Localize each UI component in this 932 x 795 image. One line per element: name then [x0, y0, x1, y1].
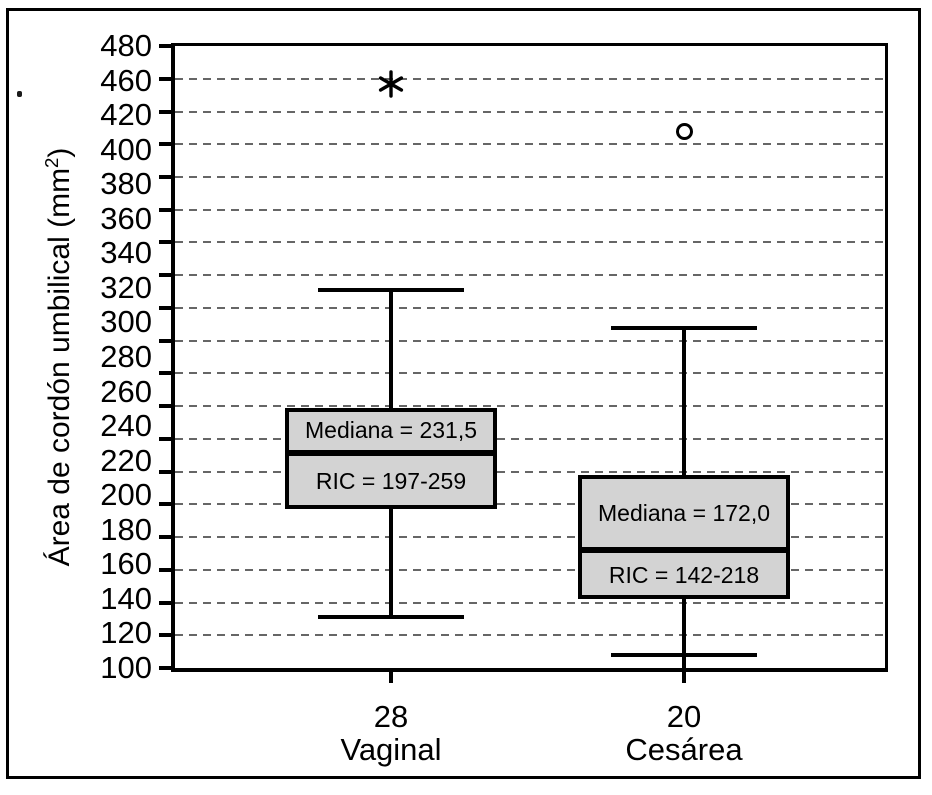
y-axis-tick-label: 260: [100, 373, 152, 409]
x-category-label-cesarea: Cesárea: [625, 732, 743, 767]
y-axis-tick-label: 400: [100, 131, 152, 167]
y-axis-tick-label: 200: [100, 477, 152, 513]
y-gridline: [175, 470, 885, 473]
whisker-upper-cap-vaginal: [318, 287, 464, 292]
x-axis-tick-vaginal: [389, 670, 393, 683]
y-axis-tick-label: 380: [100, 166, 152, 202]
x-axis-tick-cesarea: [682, 670, 686, 683]
y-axis-tick: [159, 371, 175, 376]
y-axis-title-close-paren: ): [43, 147, 76, 158]
y-axis-title-superscript: 2: [41, 157, 62, 168]
outlier-circle-icon: [675, 122, 693, 140]
y-axis-tick: [159, 273, 175, 278]
y-gridline: [175, 306, 885, 309]
y-axis-tick: [159, 436, 175, 441]
y-gridline: [175, 568, 885, 571]
whisker-upper-line-cesarea: [682, 327, 686, 475]
y-gridline: [175, 437, 885, 440]
y-axis-tick: [159, 535, 175, 540]
iqr-box-vaginal: [285, 407, 497, 510]
x-category-label-vaginal: Vaginal: [340, 732, 442, 767]
median-value-label-vaginal: Mediana = 231,5: [305, 417, 477, 444]
y-gridline: [175, 536, 885, 539]
y-axis-tick: [159, 305, 175, 310]
y-gridline: [175, 405, 885, 408]
x-count-label-cesarea: 20: [666, 699, 702, 734]
y-gridline: [175, 372, 885, 375]
iqr-box-cesarea: [578, 474, 790, 600]
plot-area-frame: [171, 43, 888, 672]
y-gridline: [175, 634, 885, 637]
y-axis-tick-label: 100: [100, 650, 152, 685]
y-gridline: [175, 339, 885, 342]
whisker-lower-cap-cesarea: [611, 652, 757, 657]
y-axis-tick: [159, 109, 175, 114]
y-axis-tick: [159, 600, 175, 605]
median-line-vaginal: [285, 449, 497, 456]
median-value-label-cesarea: Mediana = 172,0: [598, 499, 770, 526]
y-axis-tick-label: 320: [100, 269, 152, 305]
y-axis-tick: [159, 502, 175, 507]
whisker-lower-cap-vaginal: [318, 615, 464, 620]
y-gridline: [175, 241, 885, 244]
whisker-lower-line-vaginal: [389, 509, 393, 618]
y-axis-tick-label: 360: [100, 200, 152, 236]
y-axis-tick: [159, 666, 175, 670]
y-axis-tick-label: 160: [100, 546, 152, 582]
iqr-value-label-vaginal: RIC = 197-259: [315, 468, 467, 494]
y-axis-tick: [159, 469, 175, 474]
y-gridline: [175, 208, 885, 211]
whisker-upper-cap-cesarea: [611, 325, 757, 330]
y-axis-tick: [159, 174, 175, 179]
y-axis-tick-label: 140: [100, 580, 152, 616]
y-axis-tick: [159, 76, 175, 81]
y-axis-tick-label: 120: [100, 615, 152, 651]
y-axis-tick-label: 220: [100, 442, 152, 478]
y-axis-tick: [159, 240, 175, 245]
y-axis-tick: [159, 142, 175, 147]
y-gridline: [175, 110, 885, 113]
x-count-label-vaginal: 28: [373, 699, 409, 734]
y-axis-tick: [159, 404, 175, 409]
y-axis-tick: [159, 338, 175, 343]
iqr-value-label-cesarea: RIC = 142-218: [608, 561, 760, 588]
y-axis-tick-label: 420: [100, 97, 152, 133]
y-axis-tick-label: 180: [100, 511, 152, 547]
median-line-cesarea: [578, 547, 790, 554]
y-gridline: [175, 274, 885, 277]
y-axis-title-text: Área de cordón umbilical (mm: [43, 167, 76, 567]
y-axis-tick-label: 460: [100, 62, 152, 98]
y-gridline: [175, 175, 885, 178]
outlier-asterisk-icon: [378, 69, 404, 98]
y-gridline: [175, 503, 885, 506]
y-axis-tick: [159, 207, 175, 212]
y-axis-tick-label: 480: [100, 28, 152, 63]
y-axis-tick: [159, 44, 175, 48]
y-gridline: [175, 77, 885, 80]
y-axis-tick-label: 300: [100, 304, 152, 340]
whisker-lower-line-cesarea: [682, 599, 686, 672]
y-gridline: [175, 143, 885, 146]
y-axis-tick: [159, 633, 175, 638]
y-axis-tick-label: 280: [100, 339, 152, 374]
whisker-upper-line-vaginal: [389, 289, 393, 408]
print-artifact-dot: [17, 91, 22, 97]
y-axis-tick: [159, 567, 175, 572]
figure-border: [6, 8, 921, 779]
y-gridline: [175, 601, 885, 604]
y-axis-tick-label: 240: [100, 408, 152, 444]
y-axis-title: Área de cordón umbilical (mm2): [33, 107, 76, 607]
y-axis-tick-label: 340: [100, 235, 152, 271]
